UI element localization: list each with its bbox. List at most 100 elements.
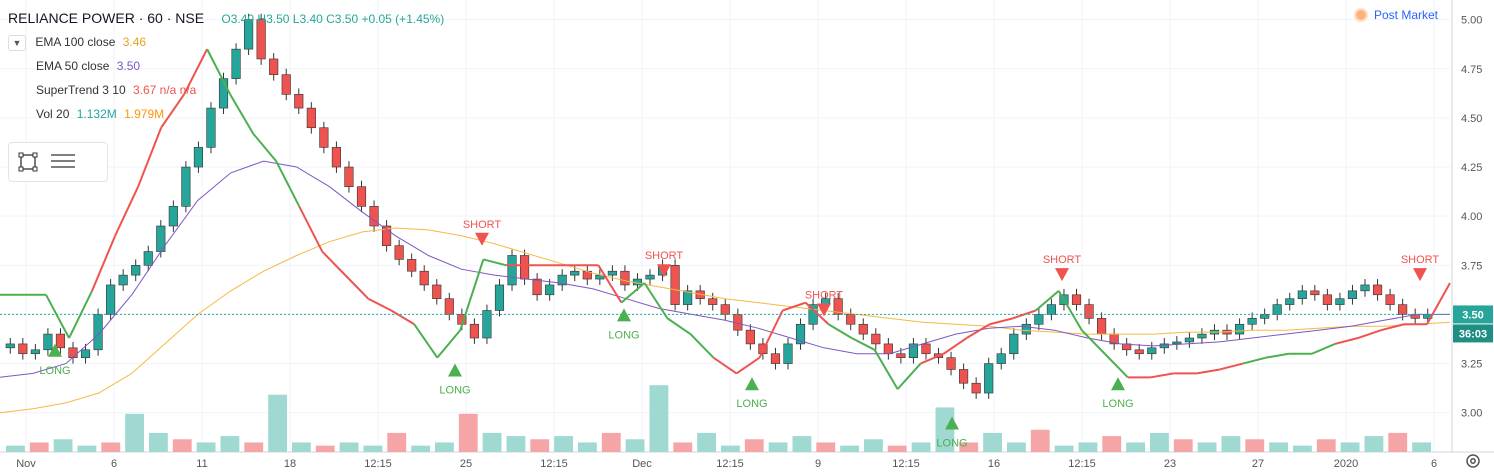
volume-bar <box>363 445 383 452</box>
legend-row-volume[interactable]: Vol 20 1.132M 1.979M <box>8 102 444 126</box>
volume-bar <box>649 385 669 452</box>
candle <box>55 333 66 349</box>
legend-row-ema50[interactable]: EMA 50 close 3.50 <box>8 54 444 78</box>
signal-label: LONG <box>608 329 639 341</box>
volume-bar <box>196 442 216 452</box>
supertrend-segment <box>966 323 991 339</box>
volume-bar <box>53 439 73 452</box>
signal-label: LONG <box>39 365 70 377</box>
x-tick-label: Nov <box>16 458 36 470</box>
supertrend-segment <box>597 264 623 304</box>
supertrend-segment <box>390 309 415 326</box>
y-tick-label: 5.00 <box>1461 15 1482 27</box>
candle <box>519 255 530 280</box>
session-icon <box>1354 8 1368 22</box>
volume-bar <box>983 432 1002 452</box>
volume-bar <box>578 442 597 452</box>
candle <box>394 245 404 260</box>
long-arrow-icon <box>1111 377 1125 391</box>
volume-bar <box>315 445 335 452</box>
candle <box>106 284 116 315</box>
candle <box>1046 304 1056 315</box>
header-row: RELIANCE POWER · 60 · NSE O3.40 H3.50 L3… <box>8 6 444 30</box>
supertrend-segment <box>620 282 646 304</box>
candle <box>833 298 843 315</box>
x-tick-label: 12:15 <box>1068 458 1096 470</box>
candle <box>244 19 254 50</box>
volume-bar <box>792 436 812 452</box>
candle <box>1372 284 1383 296</box>
supertrend-segment <box>758 310 784 359</box>
candle <box>959 369 969 384</box>
supertrend-segment <box>1380 323 1405 332</box>
legend-name: Vol 20 <box>36 107 70 121</box>
supertrend-segment <box>321 250 346 276</box>
candle <box>984 363 994 394</box>
volume-bar <box>1078 442 1098 452</box>
candle <box>1097 318 1107 335</box>
long-arrow-icon <box>48 343 62 357</box>
short-arrow-icon <box>657 264 671 278</box>
supertrend-segment <box>1219 362 1244 371</box>
rectangle-tool-icon[interactable] <box>17 151 39 173</box>
candle <box>319 127 329 148</box>
symbol-title: RELIANCE POWER · 60 · NSE <box>8 10 205 26</box>
candle <box>294 94 304 109</box>
candle <box>745 329 755 345</box>
volume-bar <box>268 394 287 452</box>
volume-bar <box>1364 436 1384 452</box>
x-tick-label: 2020 <box>1334 458 1358 470</box>
candle <box>80 349 91 358</box>
supertrend-segment <box>459 259 485 331</box>
y-tick-label: 4.50 <box>1461 113 1482 125</box>
signal-label: LONG <box>1102 398 1133 410</box>
candle <box>795 323 806 345</box>
supertrend-segment <box>1265 352 1290 359</box>
volume-bar <box>482 432 502 452</box>
signal-label: SHORT <box>1401 254 1440 266</box>
volume-bar <box>697 432 716 452</box>
candle <box>432 284 442 300</box>
candle <box>1385 294 1395 305</box>
candle <box>645 274 655 280</box>
countdown-value: 36:03 <box>1459 328 1487 340</box>
supertrend-segment <box>1104 353 1129 379</box>
volume-bar <box>6 445 25 452</box>
x-tick-label: 6 <box>1431 458 1437 470</box>
candle <box>1398 304 1408 315</box>
volume-bar <box>744 439 764 452</box>
candle <box>306 107 316 129</box>
candle <box>281 74 291 95</box>
collapse-chevron-icon[interactable]: ▼ <box>8 35 26 51</box>
volume-bar <box>1269 442 1288 452</box>
x-tick-label: 9 <box>815 458 821 470</box>
candle <box>846 314 856 325</box>
settings-gear-icon[interactable] <box>1466 454 1480 468</box>
volume-bar <box>1340 442 1360 452</box>
volume-bar <box>673 442 693 452</box>
legend-row-ema100[interactable]: ▼ EMA 100 close 3.46 <box>8 30 444 54</box>
supertrend-segment <box>483 258 507 267</box>
time-axis: Nov 6 11 18 12:15 25 12:15 Dec 12:15 9 12:15 16 12:1… <box>16 458 1437 470</box>
lines-tool-icon[interactable] <box>49 151 77 173</box>
supertrend-segment <box>298 205 324 253</box>
candle <box>871 333 881 345</box>
candle <box>206 107 216 148</box>
supertrend-segment <box>851 337 876 351</box>
supertrend-segment <box>1081 329 1106 355</box>
signal-label: SHORT <box>1043 254 1082 266</box>
supertrend-segment <box>712 356 738 375</box>
candle <box>557 274 567 286</box>
candle <box>683 290 693 305</box>
candle <box>783 343 793 364</box>
ema100-line <box>0 227 1451 414</box>
supertrend-segment <box>1357 329 1382 339</box>
signal-annotations: LONG LONG SHORT LONG SHORT LONG SHORT LONG SHORT… <box>39 219 1439 450</box>
short-arrow-icon <box>1055 268 1069 282</box>
legend-row-supertrend[interactable]: SuperTrend 3 10 3.67 n/a n/a <box>8 78 444 102</box>
candle <box>1360 284 1370 292</box>
volume-bar <box>1221 436 1241 452</box>
post-market-indicator[interactable]: Post Market <box>1354 8 1438 22</box>
volume-bar <box>125 413 144 452</box>
